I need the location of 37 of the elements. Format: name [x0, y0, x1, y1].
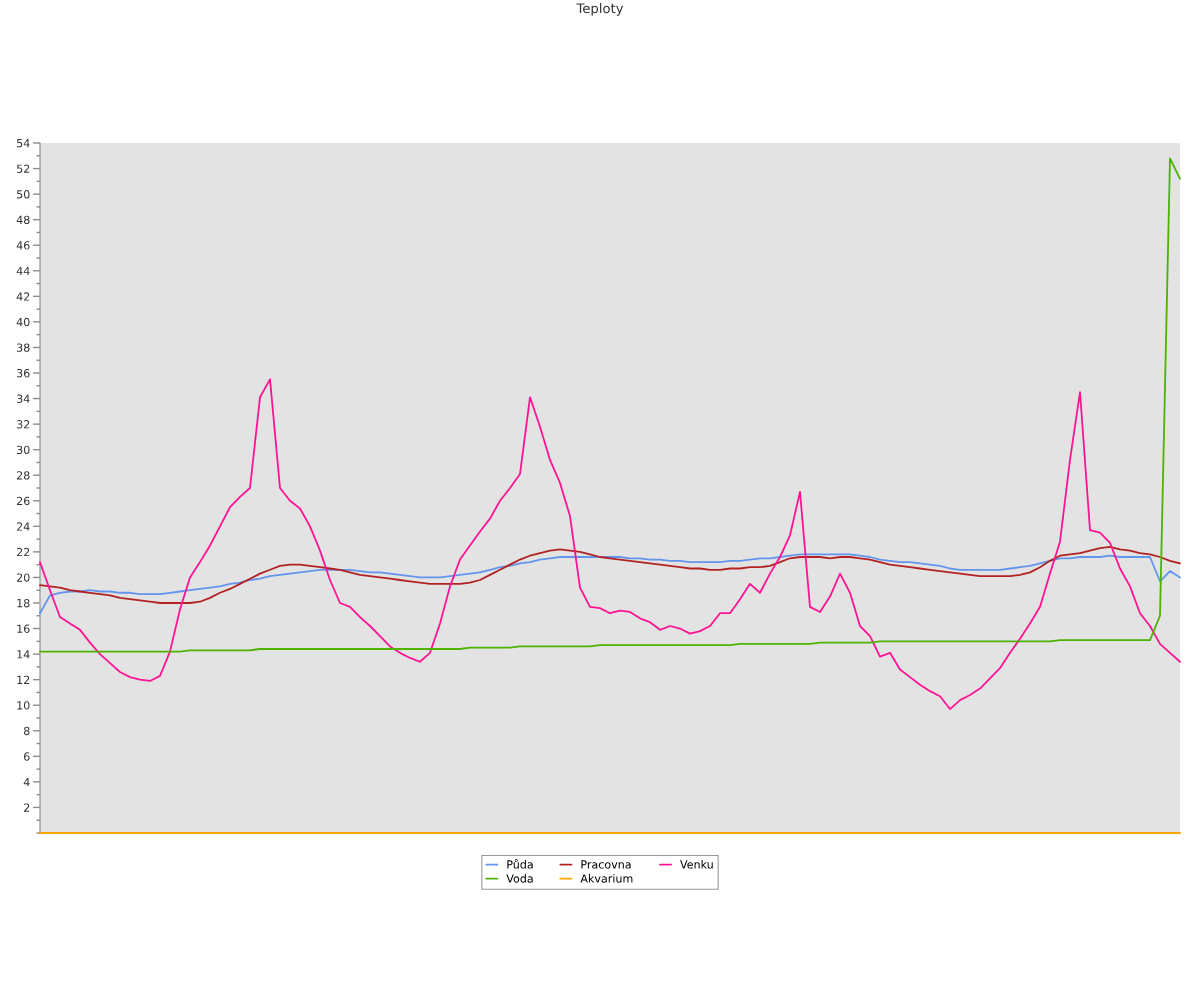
legend-label: Akvarium [580, 874, 633, 883]
y-tick-label: 26 [16, 496, 30, 506]
line-series [39, 378, 1181, 710]
y-tick-label: 34 [16, 394, 30, 403]
y-tick-label: 28 [16, 471, 30, 480]
y-tick-label: 6 [23, 752, 30, 761]
line-series [39, 553, 1181, 615]
y-tick-label: 4 [23, 778, 30, 787]
y-tick-label: 40 [16, 317, 30, 327]
line-series [39, 157, 1181, 653]
legend-label: Voda [506, 874, 533, 883]
y-tick-label: 30 [16, 445, 30, 455]
y-tick-label: 50 [17, 190, 30, 199]
y-tick-label: 14 [17, 650, 30, 659]
y-tick-label: 2 [24, 803, 30, 812]
y-tick-label: 20 [16, 573, 30, 582]
y-tick-label: 44 [16, 266, 30, 275]
legend-label: Venku [680, 860, 713, 869]
y-tick-label: 38 [16, 343, 30, 352]
y-tick-label: 12 [17, 675, 30, 684]
y-tick-label: 18 [17, 598, 30, 608]
y-tick-label: 46 [16, 241, 30, 250]
y-tick-label: 32 [16, 420, 30, 429]
legend-label: Půda [507, 859, 533, 869]
line-series [39, 545, 1181, 604]
y-tick-label: 10 [17, 701, 30, 710]
y-tick-label: 24 [16, 522, 30, 531]
y-tick-label: 48 [16, 215, 30, 225]
y-tick-label: 42 [16, 292, 30, 301]
chart-title: Teploty [576, 3, 624, 16]
y-tick-label: 54 [17, 139, 30, 148]
y-tick-label: 22 [16, 547, 30, 557]
y-tick-label: 8 [23, 726, 30, 736]
y-tick-label: 36 [16, 368, 30, 378]
y-tick-label: 52 [17, 164, 30, 173]
y-tick-label: 16 [17, 624, 30, 633]
legend-label: Pracovna [581, 860, 631, 869]
